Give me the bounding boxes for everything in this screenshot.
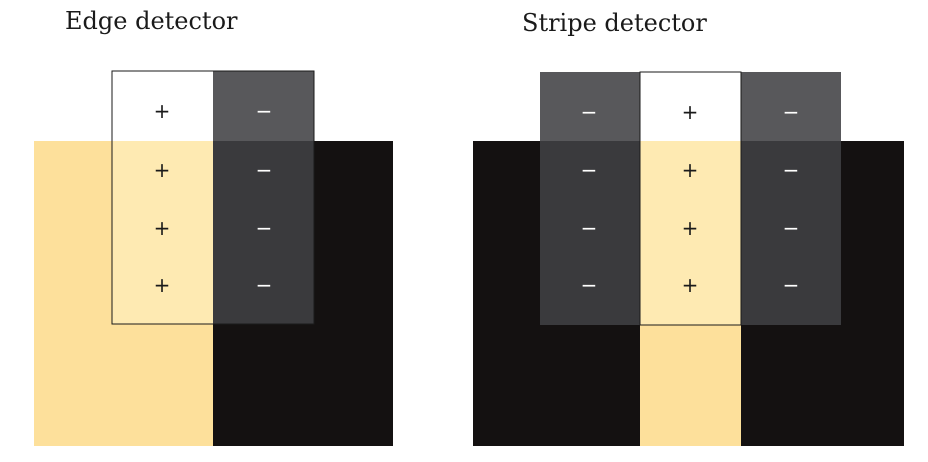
stripe-kernel-center-top-cell [640,72,741,141]
edge-minus-symbol: − [256,273,273,297]
edge-plus-symbol: + [154,273,171,297]
edge-detector-panel: + + + + − − − − [34,70,393,446]
edge-kernel-positive-overlap [112,141,213,324]
edge-minus-symbol: − [256,216,273,240]
stripe-detector-title: Stripe detector [522,9,707,37]
edge-kernel-positive-top-cell [112,71,213,141]
edge-minus-symbol: − [256,158,273,182]
edge-kernel-outline [111,70,315,325]
stripe-minus-symbol: − [581,158,598,182]
stripe-kernel-center-overlap [640,141,741,325]
stripe-minus-symbol: − [783,100,800,124]
stripe-kernel-center-outline [639,71,742,326]
stripe-minus-symbol: − [581,100,598,124]
edge-plus-symbol: + [154,158,171,182]
edge-plus-symbol: + [154,216,171,240]
stripe-kernel-left-overlap [540,141,640,325]
edge-detector-title: Edge detector [65,7,238,35]
edge-plus-symbol: + [154,99,171,123]
edge-minus-symbol: − [256,99,273,123]
stripe-plus-symbol: + [682,216,699,240]
stripe-minus-symbol: − [581,273,598,297]
stripe-detector-panel: − − − − + + + + − − − − [473,71,904,446]
edge-kernel-negative-overlap [213,141,314,324]
stripe-minus-symbol: − [783,158,800,182]
stripe-minus-symbol: − [581,216,598,240]
stripe-kernel-right-top-cell [741,72,841,141]
stripe-kernel-left-top-cell [540,72,640,141]
edge-kernel-negative-top-cell [213,71,314,141]
stripe-kernel-right-overlap [741,141,841,325]
stripe-minus-symbol: − [783,216,800,240]
stripe-plus-symbol: + [682,100,699,124]
stripe-plus-symbol: + [682,273,699,297]
stripe-minus-symbol: − [783,273,800,297]
stripe-plus-symbol: + [682,158,699,182]
